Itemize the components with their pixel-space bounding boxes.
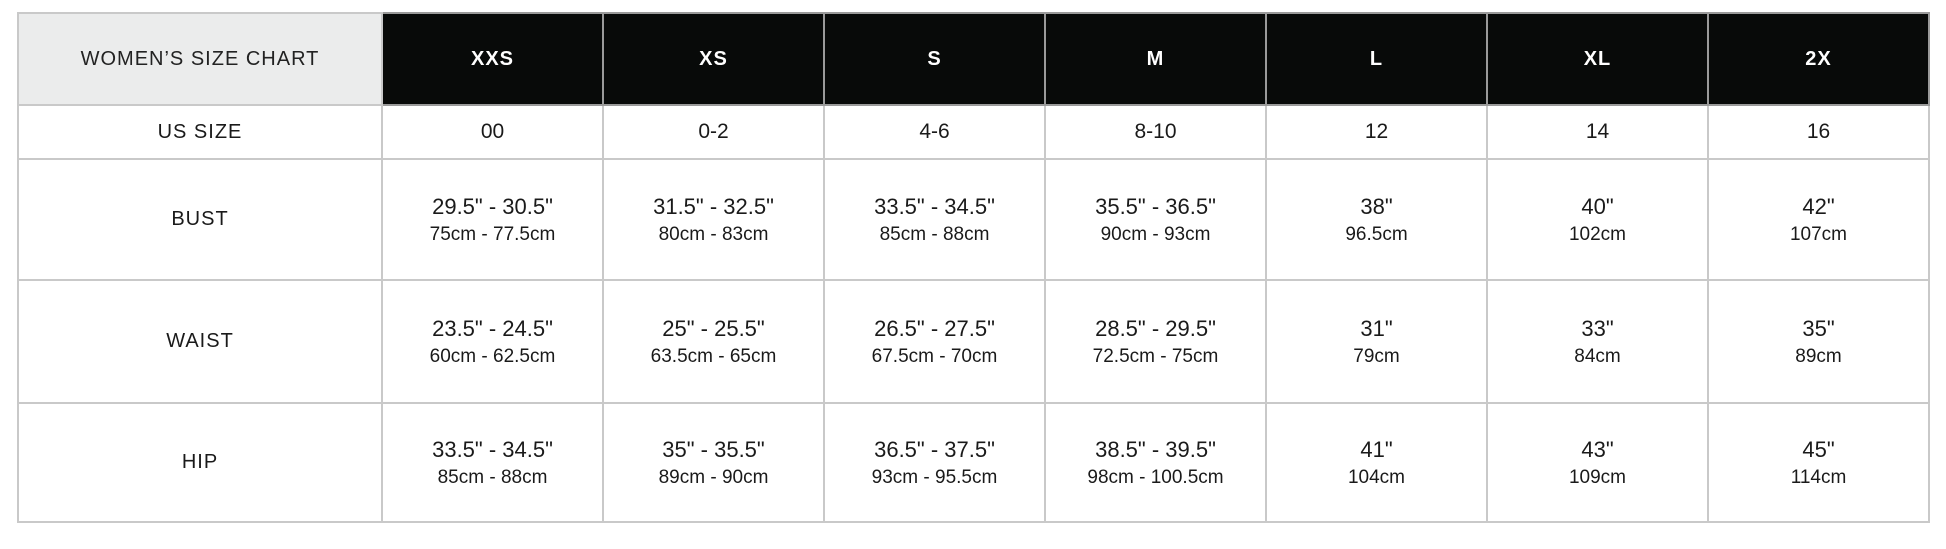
waist-cell: 33" 84cm [1486, 279, 1709, 404]
waist-centimeters: 84cm [1574, 345, 1621, 367]
hip-cell: 38.5" - 39.5" 98cm - 100.5cm [1044, 402, 1267, 523]
bust-cell: 42" 107cm [1707, 158, 1930, 281]
waist-inches: 25" - 25.5" [662, 315, 765, 341]
waist-cell: 31" 79cm [1265, 279, 1488, 404]
bust-centimeters: 90cm - 93cm [1100, 223, 1211, 245]
hip-cell: 36.5" - 37.5" 93cm - 95.5cm [823, 402, 1046, 523]
size-header-xl: XL [1486, 12, 1709, 106]
table-row-hip: HIP 33.5" - 34.5" 85cm - 88cm 35" - 35.5" 8… [17, 402, 1930, 523]
size-header-m: M [1044, 12, 1267, 106]
hip-centimeters: 89cm - 90cm [658, 466, 769, 488]
hip-inches: 43" [1581, 436, 1614, 462]
hip-centimeters: 104cm [1347, 466, 1406, 488]
bust-inches: 29.5" - 30.5" [432, 193, 553, 219]
hip-inches: 35" - 35.5" [662, 436, 765, 462]
chart-title: WOMEN’S SIZE CHART [17, 12, 383, 106]
hip-centimeters: 85cm - 88cm [437, 466, 548, 488]
waist-cell: 23.5" - 24.5" 60cm - 62.5cm [381, 279, 604, 404]
waist-centimeters: 60cm - 62.5cm [429, 345, 556, 367]
table-row-us-size: US SIZE 00 0-2 4-6 8-10 12 14 16 [17, 104, 1930, 160]
bust-cell: 31.5" - 32.5" 80cm - 83cm [602, 158, 825, 281]
hip-centimeters: 114cm [1790, 466, 1847, 488]
waist-cell: 26.5" - 27.5" 67.5cm - 70cm [823, 279, 1046, 404]
bust-centimeters: 85cm - 88cm [879, 223, 990, 245]
header-row: WOMEN’S SIZE CHART XXS XS S M L XL 2X [17, 12, 1930, 106]
bust-cell: 29.5" - 30.5" 75cm - 77.5cm [381, 158, 604, 281]
hip-inches: 41" [1360, 436, 1393, 462]
waist-centimeters: 72.5cm - 75cm [1092, 345, 1219, 367]
bust-centimeters: 96.5cm [1345, 223, 1408, 245]
bust-inches: 40" [1581, 193, 1614, 219]
hip-centimeters: 93cm - 95.5cm [871, 466, 998, 488]
hip-inches: 38.5" - 39.5" [1095, 436, 1216, 462]
us-size-cell: 00 [381, 104, 604, 160]
hip-cell: 43" 109cm [1486, 402, 1709, 523]
hip-centimeters: 109cm [1568, 466, 1627, 488]
bust-centimeters: 75cm - 77.5cm [429, 223, 556, 245]
hip-cell: 35" - 35.5" 89cm - 90cm [602, 402, 825, 523]
table-row-bust: BUST 29.5" - 30.5" 75cm - 77.5cm 31.5" - 3… [17, 158, 1930, 281]
row-label: BUST [17, 158, 383, 281]
hip-inches: 45" [1802, 436, 1835, 462]
size-header-xs: XS [602, 12, 825, 106]
waist-cell: 35" 89cm [1707, 279, 1930, 404]
bust-cell: 35.5" - 36.5" 90cm - 93cm [1044, 158, 1267, 281]
waist-inches: 23.5" - 24.5" [432, 315, 553, 341]
us-size-cell: 0-2 [602, 104, 825, 160]
hip-cell: 45" 114cm [1707, 402, 1930, 523]
size-header-s: S [823, 12, 1046, 106]
bust-inches: 38" [1360, 193, 1393, 219]
hip-cell: 33.5" - 34.5" 85cm - 88cm [381, 402, 604, 523]
us-size-cell: 8-10 [1044, 104, 1267, 160]
waist-cell: 28.5" - 29.5" 72.5cm - 75cm [1044, 279, 1267, 404]
row-label: US SIZE [17, 104, 383, 160]
bust-centimeters: 102cm [1568, 223, 1627, 245]
waist-inches: 26.5" - 27.5" [874, 315, 995, 341]
us-size-cell: 12 [1265, 104, 1488, 160]
us-size-cell: 14 [1486, 104, 1709, 160]
hip-centimeters: 98cm - 100.5cm [1087, 466, 1224, 488]
size-header-xxs: XXS [381, 12, 604, 106]
us-size-cell: 16 [1707, 104, 1930, 160]
waist-inches: 35" [1802, 315, 1835, 341]
bust-inches: 33.5" - 34.5" [874, 193, 995, 219]
waist-centimeters: 79cm [1353, 345, 1400, 367]
row-label: WAIST [17, 279, 383, 404]
us-size-cell: 4-6 [823, 104, 1046, 160]
hip-inches: 36.5" - 37.5" [874, 436, 995, 462]
waist-inches: 28.5" - 29.5" [1095, 315, 1216, 341]
waist-inches: 31" [1360, 315, 1393, 341]
size-header-l: L [1265, 12, 1488, 106]
waist-inches: 33" [1581, 315, 1614, 341]
table-row-waist: WAIST 23.5" - 24.5" 60cm - 62.5cm 25" - 25… [17, 279, 1930, 404]
bust-cell: 33.5" - 34.5" 85cm - 88cm [823, 158, 1046, 281]
bust-cell: 38" 96.5cm [1265, 158, 1488, 281]
waist-centimeters: 63.5cm - 65cm [650, 345, 777, 367]
waist-centimeters: 89cm [1795, 345, 1842, 367]
hip-cell: 41" 104cm [1265, 402, 1488, 523]
waist-cell: 25" - 25.5" 63.5cm - 65cm [602, 279, 825, 404]
row-label: HIP [17, 402, 383, 523]
size-header-2x: 2X [1707, 12, 1930, 106]
size-chart-table: WOMEN’S SIZE CHART XXS XS S M L XL 2X US SIZE … [17, 12, 1930, 523]
bust-inches: 42" [1802, 193, 1835, 219]
bust-cell: 40" 102cm [1486, 158, 1709, 281]
hip-inches: 33.5" - 34.5" [432, 436, 553, 462]
bust-inches: 35.5" - 36.5" [1095, 193, 1216, 219]
waist-centimeters: 67.5cm - 70cm [871, 345, 998, 367]
bust-inches: 31.5" - 32.5" [653, 193, 774, 219]
bust-centimeters: 80cm - 83cm [658, 223, 769, 245]
bust-centimeters: 107cm [1789, 223, 1848, 245]
